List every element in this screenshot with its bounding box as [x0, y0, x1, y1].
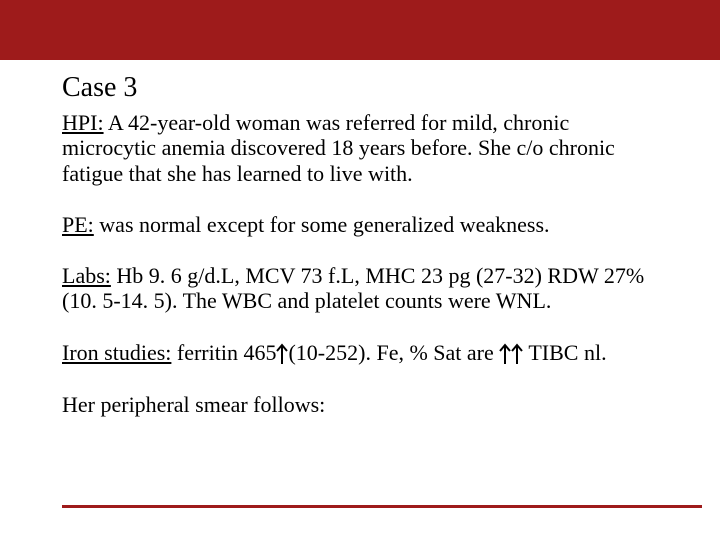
case-title: Case 3	[62, 72, 658, 104]
bottom-rule	[62, 505, 702, 508]
iron-label: Iron studies:	[62, 340, 171, 365]
up-arrow-icon	[276, 342, 288, 364]
labs-label: Labs:	[62, 263, 111, 288]
hpi-label: HPI:	[62, 110, 104, 135]
pe-paragraph: PE: was normal except for some generaliz…	[62, 212, 658, 237]
header-bar	[0, 0, 720, 60]
pe-label: PE:	[62, 212, 94, 237]
up-arrow-icon	[511, 342, 523, 364]
pe-text: was normal except for some generalized w…	[94, 212, 550, 237]
hpi-text: A 42-year-old woman was referred for mil…	[62, 110, 615, 186]
iron-post: TIBC nl.	[523, 340, 606, 365]
labs-text: Hb 9. 6 g/d.L, MCV 73 f.L, MHC 23 pg (27…	[62, 263, 644, 313]
hpi-paragraph: HPI: A 42-year-old woman was referred fo…	[62, 110, 658, 186]
iron-pre: ferritin 465	[171, 340, 276, 365]
iron-mid: (10-252). Fe, % Sat are	[288, 340, 499, 365]
slide-content: Case 3 HPI: A 42-year-old woman was refe…	[0, 60, 720, 417]
labs-paragraph: Labs: Hb 9. 6 g/d.L, MCV 73 f.L, MHC 23 …	[62, 263, 658, 314]
iron-paragraph: Iron studies: ferritin 465 (10-252). Fe, …	[62, 340, 658, 366]
up-arrow-icon	[499, 342, 511, 364]
closing-paragraph: Her peripheral smear follows:	[62, 392, 658, 417]
